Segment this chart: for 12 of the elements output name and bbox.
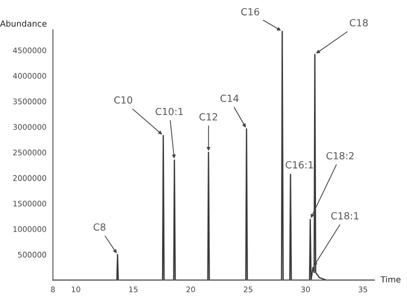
annotation: C16 xyxy=(241,8,260,16)
annotation: C14 xyxy=(220,94,239,102)
annotation: C10:1 xyxy=(156,108,183,116)
annotation: C16:1 xyxy=(286,161,313,168)
y-axis-title: Abundance xyxy=(0,20,46,27)
annotation: C10 xyxy=(114,96,132,104)
annotation: C8 xyxy=(94,223,106,231)
annotation: C18:1 xyxy=(331,212,358,220)
x-axis-title: Time xyxy=(380,276,400,283)
annotation: C12 xyxy=(199,113,218,121)
annotation: C18:2 xyxy=(326,152,354,160)
annotation: C18 xyxy=(350,19,368,26)
